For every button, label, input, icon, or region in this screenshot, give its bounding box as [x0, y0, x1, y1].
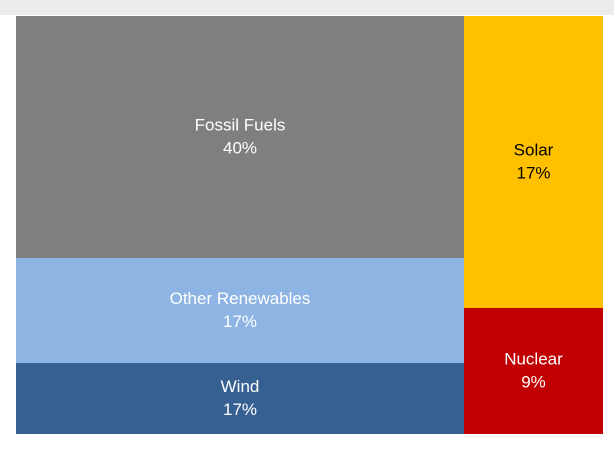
tile — [16, 258, 464, 363]
tile-label: Other Renewables — [170, 289, 311, 308]
tile — [16, 16, 464, 258]
tile — [464, 308, 603, 434]
tile-value-label: 40% — [223, 138, 257, 157]
tile-label: Nuclear — [504, 349, 563, 368]
tile-label: Solar — [514, 140, 554, 159]
tile-value-label: 17% — [516, 163, 550, 182]
tile-value-label: 9% — [521, 372, 546, 391]
tile-value-label: 17% — [223, 312, 257, 331]
tile-label: Fossil Fuels — [195, 115, 286, 134]
tile — [464, 16, 603, 308]
tile-value-label: 17% — [223, 400, 257, 419]
title-band — [0, 0, 614, 15]
tile-label: Wind — [221, 377, 260, 396]
tile — [16, 363, 464, 434]
